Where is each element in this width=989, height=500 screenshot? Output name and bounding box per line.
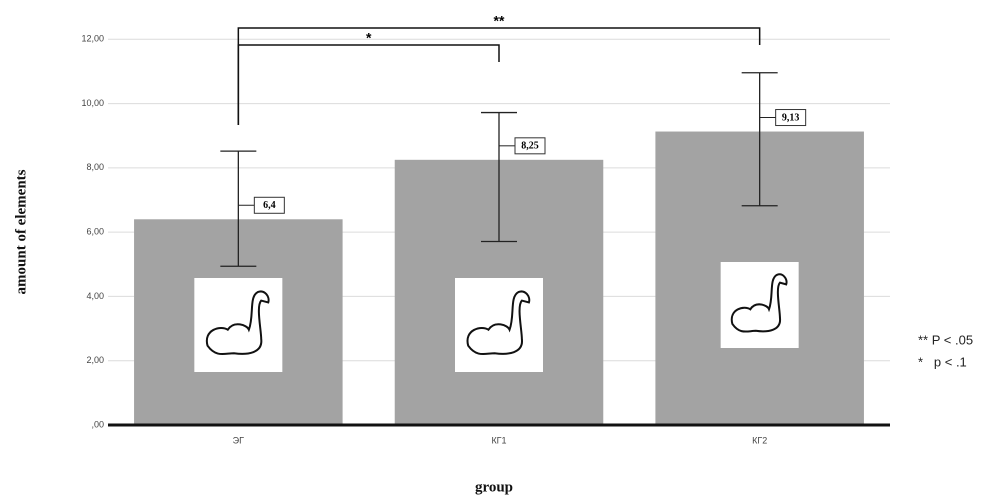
significance-note: * p < .1 <box>918 354 967 369</box>
swan-picture <box>194 278 282 372</box>
y-tick-label: 10,00 <box>81 98 104 108</box>
significance-bracket <box>238 28 759 125</box>
x-tick-label: ЭГ <box>233 435 244 445</box>
y-tick-label: 8,00 <box>86 162 104 172</box>
significance-bracket <box>238 45 499 125</box>
data-label: 6,4 <box>263 200 276 211</box>
significance-label: * <box>366 30 372 46</box>
y-tick-label: ,00 <box>91 419 104 429</box>
x-tick-label: КГ1 <box>491 435 506 445</box>
significance-label: ** <box>494 13 505 29</box>
y-tick-label: 12,00 <box>81 34 104 44</box>
y-tick-label: 6,00 <box>86 227 104 237</box>
significance-note: ** P < .05 <box>918 332 973 347</box>
chart: amount of elements group ** P < .05 * p … <box>0 0 989 500</box>
x-tick-label: КГ2 <box>752 435 767 445</box>
y-tick-label: 2,00 <box>86 355 104 365</box>
swan-picture <box>455 278 543 372</box>
swan-picture <box>721 262 799 348</box>
data-label: 8,25 <box>521 141 539 152</box>
y-tick-label: 4,00 <box>86 291 104 301</box>
data-label: 9,13 <box>782 112 800 123</box>
y-axis-title: amount of elements <box>13 169 29 294</box>
x-axis-title: group <box>475 479 513 495</box>
